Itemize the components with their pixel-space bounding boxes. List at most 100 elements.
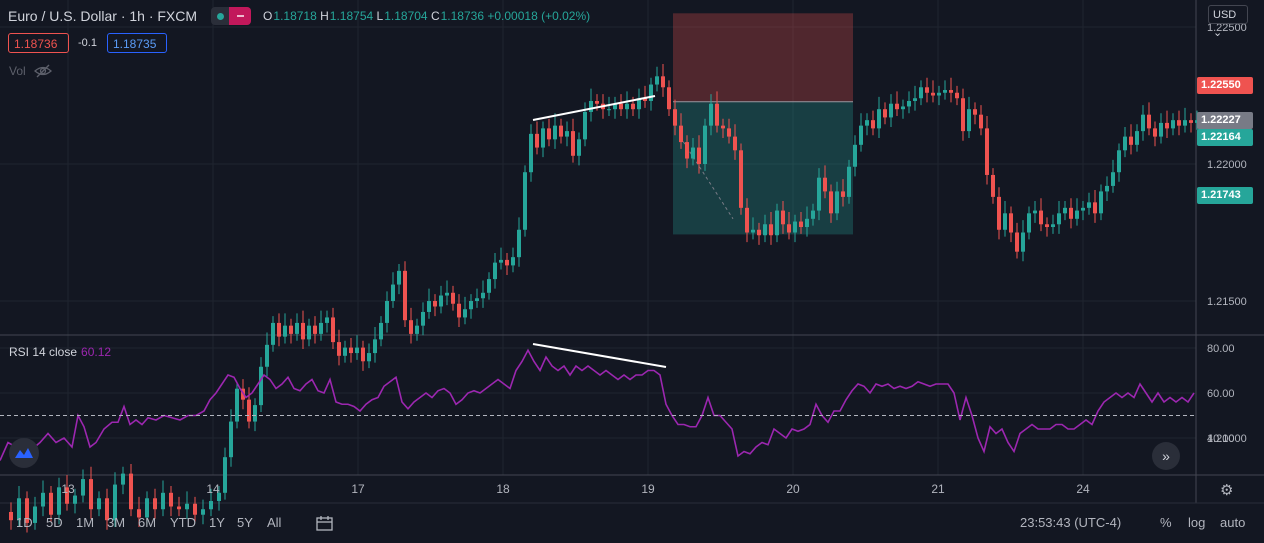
- range-3m[interactable]: 3M: [107, 515, 126, 530]
- candle-body: [739, 150, 743, 208]
- last-price-label: 1.22164: [1197, 129, 1253, 146]
- candle-body: [529, 133, 533, 173]
- ohlc-values: O1.18718 H1.18754 L1.18704 C1.18736 +0.0…: [263, 9, 591, 23]
- candle-body: [223, 457, 227, 493]
- range-5d[interactable]: 5D: [46, 515, 63, 530]
- candle-body: [565, 131, 569, 137]
- candle-body: [691, 147, 695, 159]
- candle-body: [595, 100, 599, 104]
- candle-body: [1033, 210, 1037, 214]
- candle-body: [1027, 213, 1031, 233]
- double-chevron-right-icon[interactable]: »: [1152, 442, 1180, 470]
- candle-body: [161, 492, 165, 510]
- candle-body: [661, 76, 665, 88]
- sell-price-button[interactable]: 1.18736: [8, 33, 69, 53]
- candle-body: [505, 259, 509, 266]
- range-1d[interactable]: 1D: [16, 515, 33, 530]
- candle-body: [421, 311, 425, 326]
- clock[interactable]: 23:53:43 (UTC-4): [1020, 515, 1122, 530]
- candle-body: [703, 125, 707, 164]
- spread-value: -0.1: [78, 37, 97, 49]
- candle-body: [955, 92, 959, 99]
- candle-body: [17, 498, 21, 521]
- calendar-icon[interactable]: [316, 515, 334, 531]
- price-tick-label: 1.21000: [1207, 433, 1247, 445]
- log-toggle[interactable]: log: [1188, 515, 1206, 530]
- time-tick-label: 19: [641, 482, 655, 496]
- rsi-legend[interactable]: RSI 14 close 60.12: [9, 345, 111, 359]
- candle-body: [721, 125, 725, 129]
- candle-body: [1105, 185, 1109, 192]
- currency-label: USD: [1213, 9, 1237, 21]
- candle-body: [415, 325, 419, 334]
- candle-body: [997, 196, 1001, 230]
- symbol-title[interactable]: Euro / U.S. Dollar · 1h · FXCM: [8, 8, 198, 24]
- range-all[interactable]: All: [267, 515, 282, 530]
- candle-body: [943, 90, 947, 93]
- candle-body: [25, 498, 29, 523]
- candle-body: [511, 257, 515, 266]
- bottom-toolbar: 1D 5D 1M 3M 6M YTD 1Y 5Y All 23:53:43 (U…: [0, 509, 1264, 537]
- tradingview-logo-icon[interactable]: [9, 438, 39, 468]
- candle-body: [397, 270, 401, 285]
- rsi-tick-label: 40.00: [1207, 433, 1235, 445]
- candle-body: [589, 100, 593, 112]
- market-status-toggle[interactable]: [211, 7, 252, 25]
- range-ytd[interactable]: YTD: [170, 515, 196, 530]
- candle-body: [571, 131, 575, 156]
- candle-body: [961, 98, 965, 132]
- range-1y[interactable]: 1Y: [209, 515, 225, 530]
- candle-body: [1093, 202, 1097, 214]
- candle-body: [889, 103, 893, 118]
- range-1m[interactable]: 1M: [76, 515, 95, 530]
- candle-body: [949, 90, 953, 93]
- time-tick-label: 21: [931, 482, 945, 496]
- candle-body: [865, 120, 869, 126]
- currency-selector[interactable]: USD ⌄: [1208, 5, 1248, 39]
- time-tick-label: 17: [351, 482, 365, 496]
- candle-body: [709, 103, 713, 126]
- range-5y[interactable]: 5Y: [237, 515, 253, 530]
- candle-body: [57, 487, 61, 515]
- change-value: +0.00018 (+0.02%): [487, 9, 591, 23]
- candle-body: [391, 284, 395, 301]
- candle-body: [799, 221, 803, 228]
- candle-body: [763, 224, 767, 236]
- candle-body: [105, 498, 109, 521]
- candle-body: [715, 103, 719, 126]
- candle-body: [259, 366, 263, 406]
- candle-body: [277, 322, 281, 337]
- candle-body: [781, 210, 785, 225]
- volume-legend[interactable]: Vol: [9, 64, 52, 78]
- candle-body: [607, 109, 611, 111]
- candle-body: [177, 506, 181, 510]
- candle-body: [685, 142, 689, 159]
- gear-icon[interactable]: ⚙: [1220, 482, 1234, 499]
- candle-body: [1117, 150, 1121, 173]
- candle-body: [433, 301, 437, 307]
- range-6m[interactable]: 6M: [138, 515, 157, 530]
- candle-body: [1165, 122, 1169, 129]
- buy-price-button[interactable]: 1.18735: [107, 33, 167, 53]
- candle-body: [919, 87, 923, 99]
- candle-body: [1087, 202, 1091, 208]
- eye-off-icon[interactable]: [33, 64, 52, 78]
- candle-body: [859, 125, 863, 145]
- candle-body: [1099, 191, 1103, 214]
- candle-body: [319, 322, 323, 334]
- rsi-line: [0, 348, 1195, 461]
- candle-body: [235, 388, 239, 422]
- auto-toggle[interactable]: auto: [1220, 515, 1246, 530]
- candle-body: [49, 492, 53, 515]
- candle-body: [1135, 131, 1139, 145]
- candle-body: [937, 92, 941, 96]
- candle-body: [469, 301, 473, 310]
- candle-body: [871, 120, 875, 129]
- candle-body: [643, 98, 647, 101]
- candle-body: [1045, 224, 1049, 228]
- candle-body: [475, 298, 479, 301]
- candle-body: [271, 322, 275, 345]
- percent-toggle[interactable]: %: [1160, 515, 1172, 530]
- rsi-tick-label: 60.00: [1207, 388, 1235, 400]
